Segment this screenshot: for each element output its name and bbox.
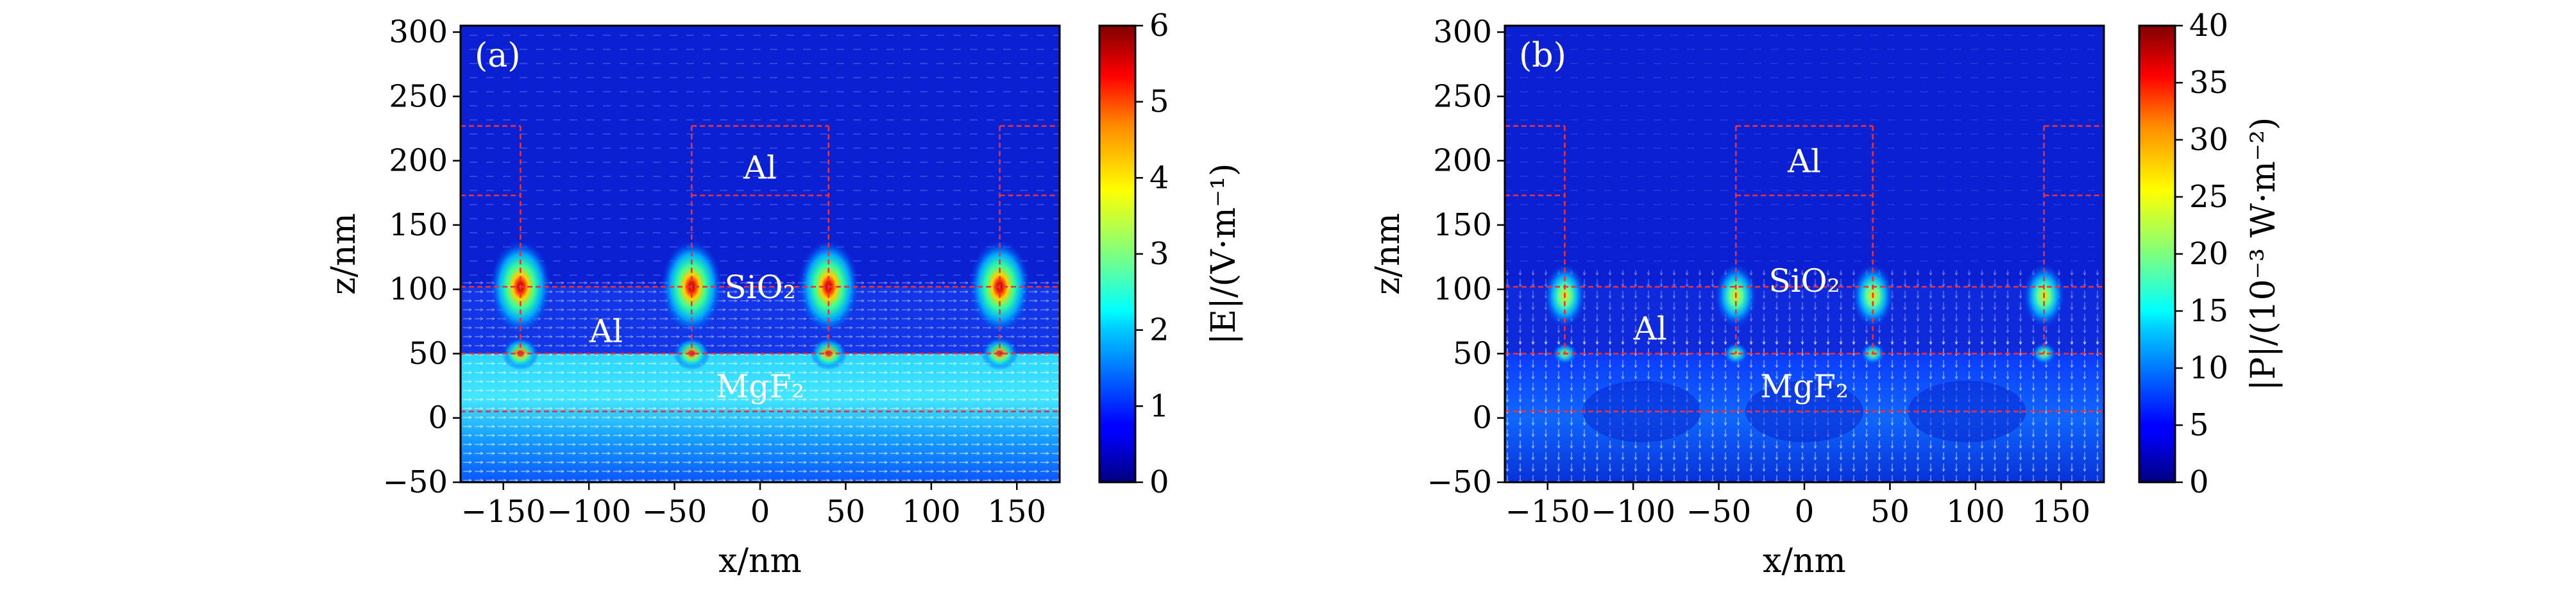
colorbar-tick-label: 0: [1149, 464, 1169, 500]
material-label: Al: [1633, 310, 1667, 347]
y-tick-label: 250: [389, 78, 448, 114]
y-tick-label: 300: [389, 14, 448, 50]
x-axis-label: x/nm: [718, 542, 802, 580]
y-axis-label: z/nm: [1369, 213, 1407, 295]
panel-label: (a): [475, 37, 521, 75]
colorbar: [2138, 24, 2176, 484]
x-tick-label: 150: [2031, 494, 2090, 530]
colorbar-tick-label: 15: [2189, 293, 2228, 329]
colorbar-tick-label: 4: [1149, 160, 1169, 196]
field-arrows-top: [1505, 26, 2104, 271]
field-arrows-gap: [1505, 270, 2104, 354]
y-tick-label: 200: [1433, 143, 1492, 179]
y-tick-label: 150: [1433, 207, 1492, 243]
x-tick-label: −100: [547, 494, 631, 530]
colorbar: [1098, 24, 1137, 484]
field-arrows-band: [461, 353, 1060, 482]
colorbar-label: |E|/(V·m⁻¹): [1205, 164, 1243, 345]
y-tick-label: −50: [383, 464, 448, 500]
field-arrows-gap: [461, 276, 1060, 354]
x-tick-label: −50: [1686, 494, 1751, 530]
colorbar-tick-label: 25: [2189, 179, 2228, 215]
x-axis-label: x/nm: [1763, 542, 1846, 580]
y-tick-label: 250: [1433, 78, 1492, 114]
x-tick-label: 0: [750, 494, 770, 530]
x-tick-label: 100: [902, 494, 961, 530]
y-tick-label: 100: [1433, 271, 1492, 307]
y-tick-label: 200: [389, 143, 448, 179]
x-tick-label: 150: [987, 494, 1046, 530]
y-tick-label: −50: [1427, 464, 1492, 500]
x-tick-label: 0: [1795, 494, 1815, 530]
colorbar-tick-label: 5: [2189, 407, 2209, 443]
x-tick-label: 100: [1946, 494, 2005, 530]
colorbar-tick-label: 0: [2189, 464, 2209, 500]
material-label: SiO₂: [724, 269, 795, 306]
colorbar-tick-label: 5: [1149, 84, 1169, 120]
plot-area: Al SiO₂ Al MgF₂: [1505, 26, 2104, 482]
panel-label: (b): [1519, 37, 1566, 75]
colorbar-tick-label: 40: [2189, 8, 2228, 44]
y-tick-label: 300: [1433, 14, 1492, 50]
y-tick-label: 0: [428, 400, 448, 436]
y-tick-label: 50: [1453, 335, 1492, 371]
y-tick-label: 100: [389, 271, 448, 307]
colorbar-tick-label: 30: [2189, 122, 2228, 158]
y-tick-label: 150: [389, 207, 448, 243]
material-label: SiO₂: [1768, 262, 1840, 299]
material-label: Al: [1787, 143, 1821, 180]
x-tick-label: −150: [1505, 494, 1590, 530]
colorbar-label: |P|/(10⁻³ W·m⁻²): [2244, 117, 2283, 391]
field-lobe: [1745, 380, 1863, 442]
y-tick-label: 0: [1472, 400, 1492, 436]
material-label: Al: [743, 149, 777, 187]
plot-area: Al SiO₂ Al MgF₂: [461, 26, 1060, 482]
colorbar-tick-label: 1: [1149, 388, 1169, 424]
x-tick-label: −50: [642, 494, 707, 530]
colorbar-tick-label: 20: [2189, 236, 2228, 272]
x-tick-label: 50: [1870, 494, 1910, 530]
colorbar-tick-label: 10: [2189, 350, 2228, 386]
colorbar-tick-label: 35: [2189, 65, 2228, 101]
x-tick-label: 50: [826, 494, 865, 530]
material-label: MgF₂: [716, 368, 804, 405]
x-tick-label: −150: [461, 494, 546, 530]
y-tick-label: 50: [409, 335, 448, 371]
colorbar-tick-label: 2: [1149, 312, 1169, 348]
y-axis-label: z/nm: [325, 213, 363, 295]
colorbar-tick-label: 6: [1149, 8, 1169, 44]
material-label: MgF₂: [1760, 368, 1849, 405]
material-label: Al: [589, 312, 623, 349]
x-tick-label: −100: [1591, 494, 1675, 530]
field-arrows-top: [461, 26, 1060, 277]
colorbar-tick-label: 3: [1149, 236, 1169, 272]
